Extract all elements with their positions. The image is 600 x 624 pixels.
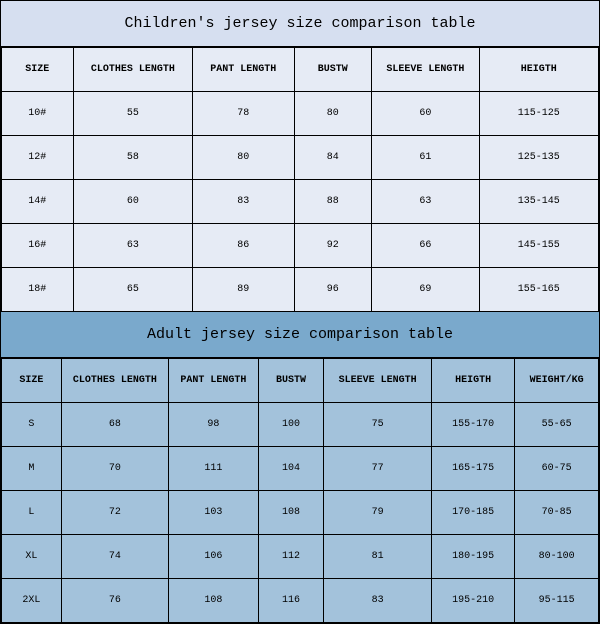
adult-table: SIZECLOTHES LENGTHPANT LENGTHBUSTWSLEEVE… — [1, 358, 599, 623]
table-cell: 108 — [258, 491, 324, 535]
table-cell: 60 — [372, 92, 479, 136]
column-header: CLOTHES LENGTH — [61, 359, 168, 403]
table-cell: 69 — [372, 268, 479, 312]
table-cell: 81 — [324, 535, 431, 579]
column-header: BUSTW — [258, 359, 324, 403]
table-cell: 111 — [169, 447, 259, 491]
table-cell: 84 — [294, 136, 372, 180]
table-cell: 104 — [258, 447, 324, 491]
table-row: S689810075155-17055-65 — [2, 403, 599, 447]
table-cell: 89 — [193, 268, 294, 312]
table-cell: 74 — [61, 535, 168, 579]
table-cell: 63 — [372, 180, 479, 224]
adult-header-row: SIZECLOTHES LENGTHPANT LENGTHBUSTWSLEEVE… — [2, 359, 599, 403]
table-cell: 80 — [193, 136, 294, 180]
table-cell: 88 — [294, 180, 372, 224]
table-cell: 116 — [258, 579, 324, 623]
size-chart-container: Children's jersey size comparison table … — [0, 0, 600, 624]
table-row: M7011110477165-17560-75 — [2, 447, 599, 491]
table-cell: 115-125 — [479, 92, 598, 136]
column-header: HEIGTH — [479, 48, 598, 92]
column-header: HEIGTH — [431, 359, 515, 403]
table-cell: 61 — [372, 136, 479, 180]
table-cell: 55 — [73, 92, 192, 136]
column-header: SIZE — [2, 48, 74, 92]
children-table: SIZECLOTHES LENGTHPANT LENGTHBUSTWSLEEVE… — [1, 47, 599, 312]
table-cell: 72 — [61, 491, 168, 535]
table-cell: 80-100 — [515, 535, 599, 579]
table-cell: 106 — [169, 535, 259, 579]
table-cell: 60-75 — [515, 447, 599, 491]
table-cell: L — [2, 491, 62, 535]
table-cell: 2XL — [2, 579, 62, 623]
table-row: 18#65899669155-165 — [2, 268, 599, 312]
table-row: L7210310879170-18570-85 — [2, 491, 599, 535]
table-cell: 75 — [324, 403, 431, 447]
table-cell: 103 — [169, 491, 259, 535]
table-cell: 80 — [294, 92, 372, 136]
table-cell: 108 — [169, 579, 259, 623]
column-header: PANT LENGTH — [193, 48, 294, 92]
table-cell: 77 — [324, 447, 431, 491]
table-cell: 66 — [372, 224, 479, 268]
table-cell: 195-210 — [431, 579, 515, 623]
column-header: SIZE — [2, 359, 62, 403]
table-cell: 92 — [294, 224, 372, 268]
table-cell: 165-175 — [431, 447, 515, 491]
table-cell: 155-165 — [479, 268, 598, 312]
table-cell: 63 — [73, 224, 192, 268]
table-cell: 16# — [2, 224, 74, 268]
table-cell: 180-195 — [431, 535, 515, 579]
table-cell: 18# — [2, 268, 74, 312]
table-cell: 155-170 — [431, 403, 515, 447]
table-cell: S — [2, 403, 62, 447]
table-row: 14#60838863135-145 — [2, 180, 599, 224]
table-cell: 83 — [193, 180, 294, 224]
table-row: 16#63869266145-155 — [2, 224, 599, 268]
column-header: SLEEVE LENGTH — [324, 359, 431, 403]
adult-section: Adult jersey size comparison table SIZEC… — [1, 312, 599, 623]
table-cell: 86 — [193, 224, 294, 268]
column-header: WEIGHT/KG — [515, 359, 599, 403]
table-cell: 98 — [169, 403, 259, 447]
children-section: Children's jersey size comparison table … — [1, 1, 599, 312]
children-header-row: SIZECLOTHES LENGTHPANT LENGTHBUSTWSLEEVE… — [2, 48, 599, 92]
table-cell: 12# — [2, 136, 74, 180]
table-cell: 170-185 — [431, 491, 515, 535]
children-title: Children's jersey size comparison table — [1, 1, 599, 47]
table-cell: 135-145 — [479, 180, 598, 224]
table-cell: M — [2, 447, 62, 491]
table-cell: 14# — [2, 180, 74, 224]
adult-title: Adult jersey size comparison table — [1, 312, 599, 358]
table-row: 10#55788060115-125 — [2, 92, 599, 136]
table-cell: 125-135 — [479, 136, 598, 180]
column-header: BUSTW — [294, 48, 372, 92]
column-header: SLEEVE LENGTH — [372, 48, 479, 92]
table-row: XL7410611281180-19580-100 — [2, 535, 599, 579]
table-cell: 65 — [73, 268, 192, 312]
table-row: 12#58808461125-135 — [2, 136, 599, 180]
table-cell: 55-65 — [515, 403, 599, 447]
table-cell: 76 — [61, 579, 168, 623]
table-cell: 96 — [294, 268, 372, 312]
table-cell: 70-85 — [515, 491, 599, 535]
table-cell: 68 — [61, 403, 168, 447]
table-cell: 58 — [73, 136, 192, 180]
table-cell: 145-155 — [479, 224, 598, 268]
table-row: 2XL7610811683195-21095-115 — [2, 579, 599, 623]
table-cell: 78 — [193, 92, 294, 136]
column-header: PANT LENGTH — [169, 359, 259, 403]
column-header: CLOTHES LENGTH — [73, 48, 192, 92]
table-cell: 83 — [324, 579, 431, 623]
table-cell: 95-115 — [515, 579, 599, 623]
table-cell: 10# — [2, 92, 74, 136]
table-cell: 79 — [324, 491, 431, 535]
table-cell: 60 — [73, 180, 192, 224]
table-cell: 112 — [258, 535, 324, 579]
table-cell: 70 — [61, 447, 168, 491]
table-cell: XL — [2, 535, 62, 579]
table-cell: 100 — [258, 403, 324, 447]
